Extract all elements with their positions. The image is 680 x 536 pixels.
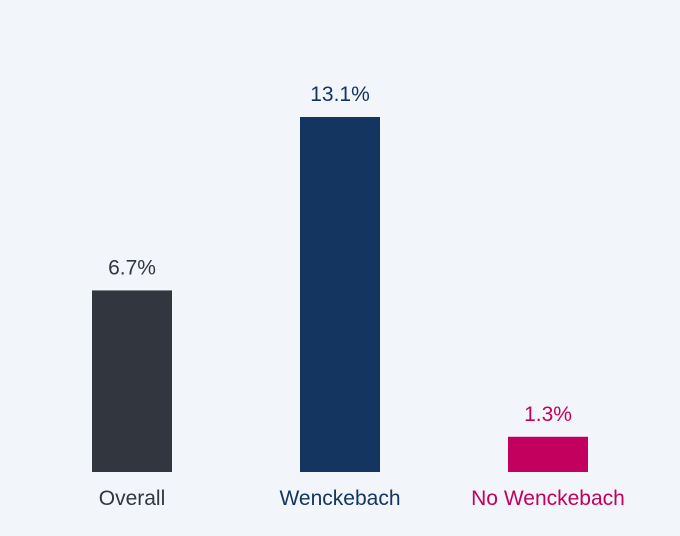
value-label-no-wenckebach: 1.3% [524,403,572,426]
category-labels-group: Overall Wenckebach No Wenckebach [99,487,625,510]
bar-no-wenckebach [508,436,588,472]
bar-wenckebach [300,116,380,473]
category-label-no-wenckebach: No Wenckebach [471,487,625,510]
category-label-overall: Overall [99,487,166,510]
value-label-wenckebach: 13.1% [310,83,370,106]
bar-overall [92,290,172,472]
category-label-wenckebach: Wenckebach [279,487,400,510]
bars-group [92,116,588,473]
value-labels-group: 6.7% 13.1% 1.3% [108,83,572,426]
value-label-overall: 6.7% [108,256,156,279]
